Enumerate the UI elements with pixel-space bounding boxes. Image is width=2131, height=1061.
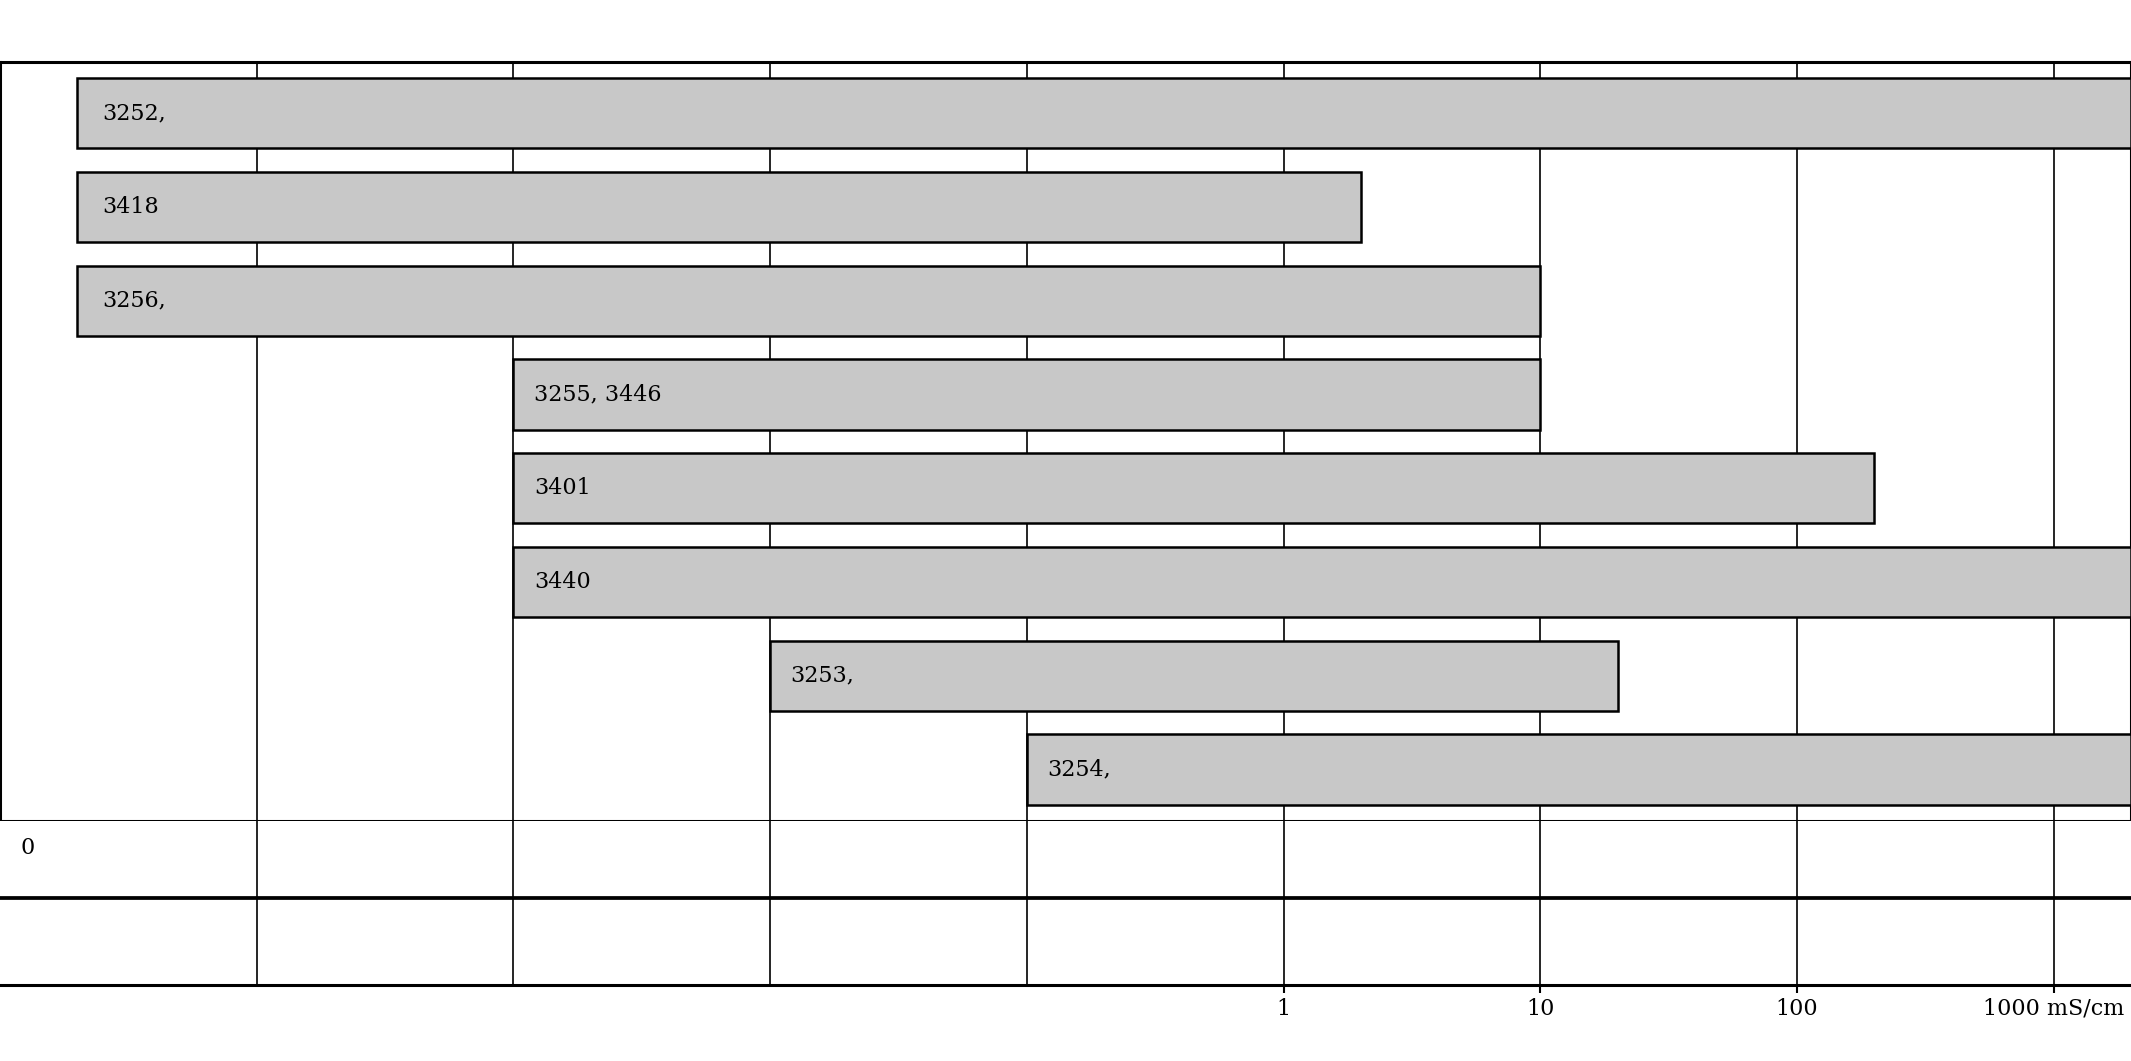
Text: 3252,: 3252, bbox=[102, 102, 166, 124]
Text: 3254,: 3254, bbox=[1046, 759, 1110, 781]
Text: 3401: 3401 bbox=[533, 477, 590, 500]
FancyBboxPatch shape bbox=[1027, 734, 2131, 805]
Text: 3253,: 3253, bbox=[791, 665, 855, 686]
Text: 3440: 3440 bbox=[533, 571, 590, 593]
FancyBboxPatch shape bbox=[769, 641, 1617, 711]
Text: 3255, 3446: 3255, 3446 bbox=[533, 383, 661, 405]
Text: 3256,: 3256, bbox=[102, 290, 166, 312]
FancyBboxPatch shape bbox=[77, 265, 1541, 336]
Text: 3418: 3418 bbox=[102, 196, 160, 218]
FancyBboxPatch shape bbox=[514, 360, 1541, 430]
FancyBboxPatch shape bbox=[514, 453, 1875, 523]
FancyBboxPatch shape bbox=[77, 172, 1362, 242]
FancyBboxPatch shape bbox=[77, 77, 2131, 149]
Text: 0: 0 bbox=[21, 837, 34, 859]
FancyBboxPatch shape bbox=[514, 546, 2131, 618]
